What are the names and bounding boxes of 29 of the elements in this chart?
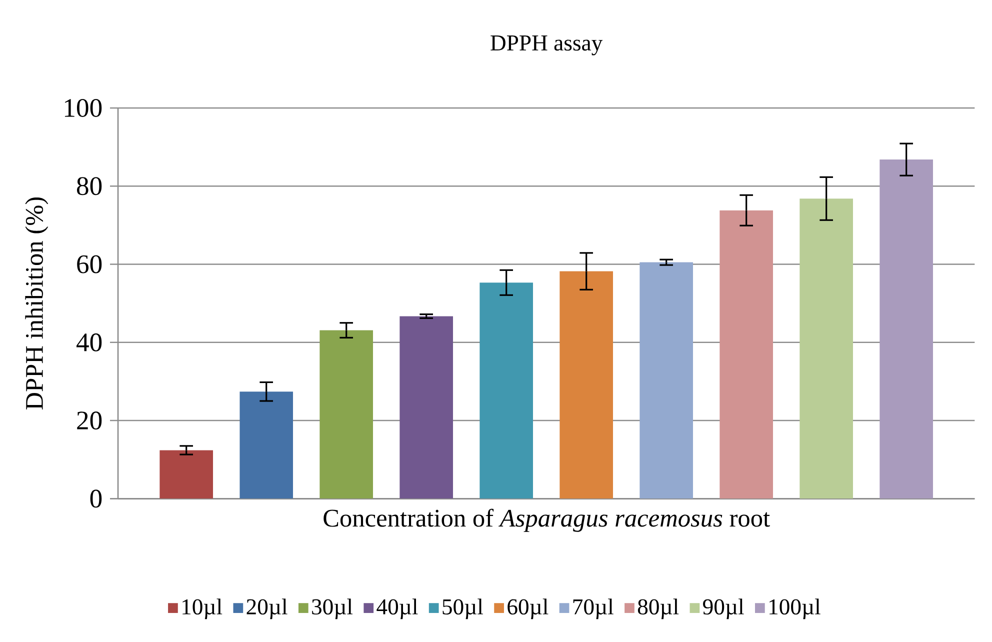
legend-label: 60µl bbox=[508, 598, 548, 620]
legend-label: 100µl bbox=[770, 598, 820, 620]
y-tick-label: 60 bbox=[77, 255, 102, 274]
bar bbox=[560, 271, 614, 499]
x-axis-title: Concentration of Asparagus racemosus root bbox=[324, 508, 770, 532]
y-tick-label: 80 bbox=[76, 177, 102, 196]
bar bbox=[720, 210, 774, 499]
bar bbox=[480, 282, 534, 499]
legend-label: 90µl bbox=[703, 598, 744, 620]
bar bbox=[800, 198, 853, 499]
chart-title: DPPH assay bbox=[490, 36, 603, 56]
bar bbox=[240, 392, 294, 499]
y-axis-title: DPPH inhibition (%) bbox=[25, 197, 48, 410]
legend-label: 20µl bbox=[246, 598, 288, 620]
bar bbox=[160, 450, 214, 499]
bar bbox=[320, 330, 374, 499]
legend-label: 80µl bbox=[638, 598, 679, 620]
y-tick-label: 20 bbox=[77, 412, 102, 430]
legend-label: 40µl bbox=[376, 598, 418, 620]
bar bbox=[880, 160, 933, 499]
legend-label: 30µl bbox=[312, 598, 353, 620]
y-tick-label: 100 bbox=[64, 98, 102, 117]
bar bbox=[640, 262, 694, 499]
legend-label: 50µl bbox=[442, 598, 483, 620]
bar bbox=[400, 316, 454, 499]
y-tick-label: 0 bbox=[90, 490, 102, 508]
legend-label: 10µl bbox=[182, 598, 222, 620]
y-tick-label: 40 bbox=[76, 333, 102, 352]
legend-label: 70µl bbox=[573, 598, 614, 620]
